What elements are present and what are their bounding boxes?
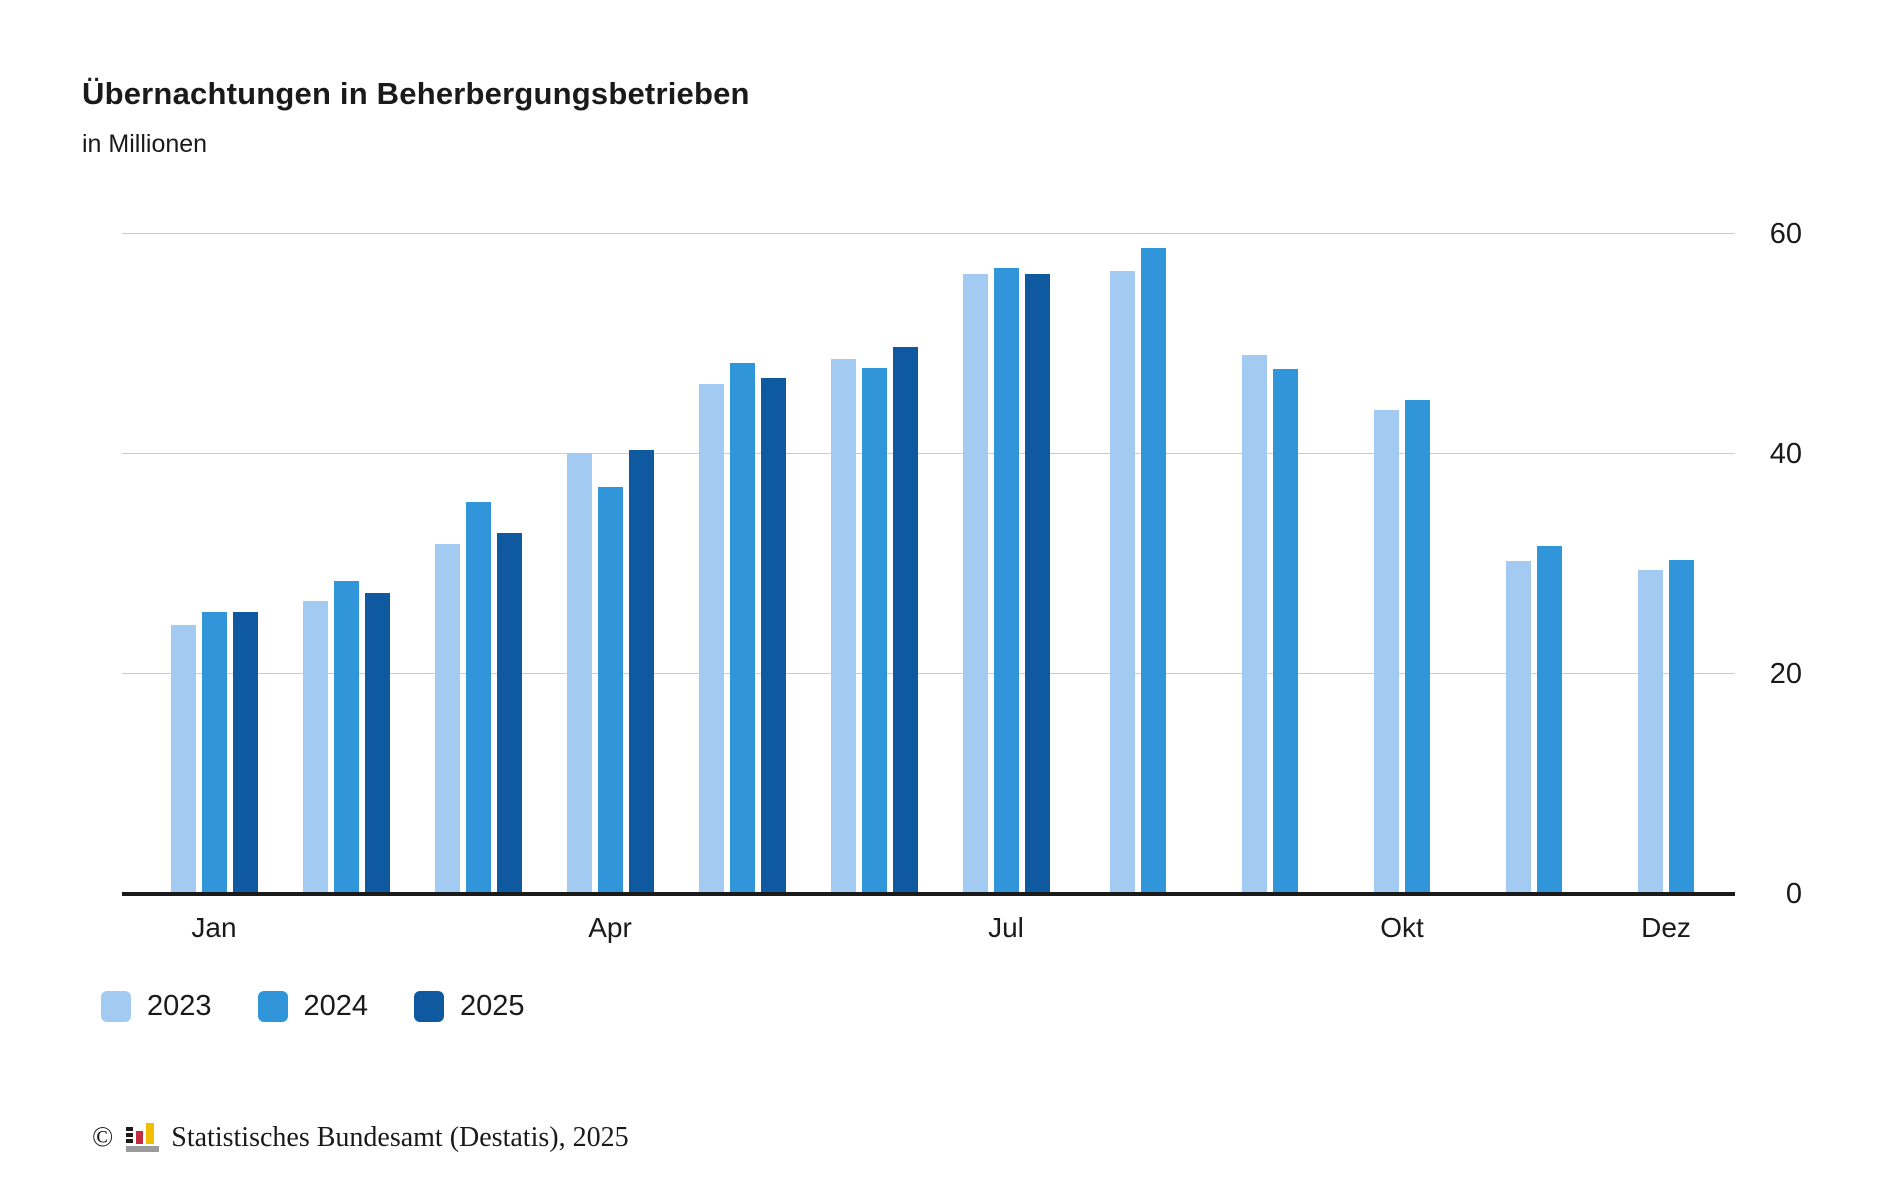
copyright-symbol: © [92,1122,114,1153]
x-tick-jan: Jan [191,912,237,943]
gridline-40 [122,453,1735,454]
logo-base [126,1146,160,1152]
month-group-jul [940,204,1072,894]
y-tick-60: 60 [1769,218,1802,250]
bar-2024-nov[interactable] [1537,546,1562,894]
legend-label-2023: 2023 [147,990,212,1022]
bar-2023-okt[interactable] [1374,410,1399,894]
x-tick-empty-feb [280,912,412,944]
month-group-jun [808,204,940,894]
bar-2023-aug[interactable] [1110,271,1135,894]
x-tick-okt: Okt [1380,912,1424,943]
legend-swatch-2025 [414,991,445,1022]
bar-2023-feb[interactable] [302,601,328,894]
source-footer: © Statistisches Bundesamt (Destatis), 20… [92,1118,629,1155]
y-tick-20: 20 [1769,658,1802,690]
bar-2024-okt[interactable] [1405,400,1430,894]
month-group-aug [1072,204,1204,894]
legend-label-2025: 2025 [460,990,525,1022]
bar-2023-nov[interactable] [1506,560,1531,894]
x-tick-empty-aug [1072,912,1204,944]
month-group-apr [544,204,676,894]
bar-2023-sep[interactable] [1242,355,1267,894]
bars-area [148,204,1732,894]
bar-2024-jul[interactable] [993,268,1019,894]
bar-2024-apr[interactable] [597,487,623,894]
x-tick-empty-nov [1468,912,1600,944]
bar-2025-jun[interactable] [892,347,918,894]
bar-2025-jul[interactable] [1024,273,1050,894]
bar-2023-jul[interactable] [962,273,988,894]
bar-2023-dez[interactable] [1638,569,1663,894]
bar-2024-feb[interactable] [333,580,359,894]
month-group-mär [412,204,544,894]
month-group-sep [1204,204,1336,894]
bar-2024-sep[interactable] [1273,369,1298,894]
x-tick-apr: Apr [588,912,632,943]
bar-2024-jun[interactable] [861,368,887,894]
legend: 2023 2024 2025 [101,990,525,1023]
month-group-jan [148,204,280,894]
legend-item-2025[interactable]: 2025 [414,990,525,1023]
x-tick-empty-mai [676,912,808,944]
bar-2023-mär[interactable] [434,544,460,894]
bar-2025-mär[interactable] [496,533,522,894]
y-tick-0: 0 [1785,878,1802,910]
logo-bar-black [126,1127,134,1144]
bar-2025-apr[interactable] [628,449,654,894]
chart-title: Übernachtungen in Beherbergungsbetrieben [82,76,750,111]
x-tick-dez: Dez [1641,912,1691,943]
x-tick-empty-jun [808,912,940,944]
bar-2023-mai[interactable] [698,383,724,894]
month-group-mai [676,204,808,894]
month-group-nov [1468,204,1600,894]
legend-item-2024[interactable]: 2024 [257,990,369,1023]
bar-2024-dez[interactable] [1669,559,1694,894]
bar-2023-apr[interactable] [566,452,592,894]
y-tick-40: 40 [1769,438,1802,470]
x-tick-jul: Jul [988,912,1024,943]
legend-swatch-2023 [101,991,131,1022]
month-group-dez [1600,204,1732,894]
legend-swatch-2024 [257,991,288,1022]
gridline-20 [122,673,1735,674]
gridline-60 [122,233,1735,234]
bar-2023-jun[interactable] [830,359,856,894]
plot-area [122,204,1735,896]
x-axis-line [122,892,1735,896]
logo-bar-red [136,1131,144,1144]
chart-subtitle: in Millionen [82,130,208,158]
legend-item-2023[interactable]: 2023 [101,990,212,1023]
bar-2023-jan[interactable] [170,624,196,894]
destatis-logo-icon [124,1118,160,1152]
bar-2024-mär[interactable] [465,502,491,894]
month-labels: Jan Apr Jul Okt Dez [148,912,1732,944]
bar-2025-jan[interactable] [232,612,258,894]
logo-bar-yellow [146,1123,155,1144]
month-group-okt [1336,204,1468,894]
x-tick-empty-mär [412,912,544,944]
bar-2024-mai[interactable] [729,362,755,894]
bar-2025-mai[interactable] [760,378,786,894]
bar-2025-feb[interactable] [364,592,390,894]
month-group-feb [280,204,412,894]
legend-label-2024: 2024 [303,990,369,1022]
source-text: Statistisches Bundesamt (Destatis), 2025 [171,1122,629,1153]
bar-2024-aug[interactable] [1141,248,1166,894]
x-tick-empty-sep [1204,912,1336,944]
bar-2024-jan[interactable] [201,612,227,894]
